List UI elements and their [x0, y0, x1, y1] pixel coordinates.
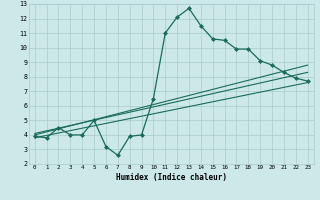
- X-axis label: Humidex (Indice chaleur): Humidex (Indice chaleur): [116, 173, 227, 182]
